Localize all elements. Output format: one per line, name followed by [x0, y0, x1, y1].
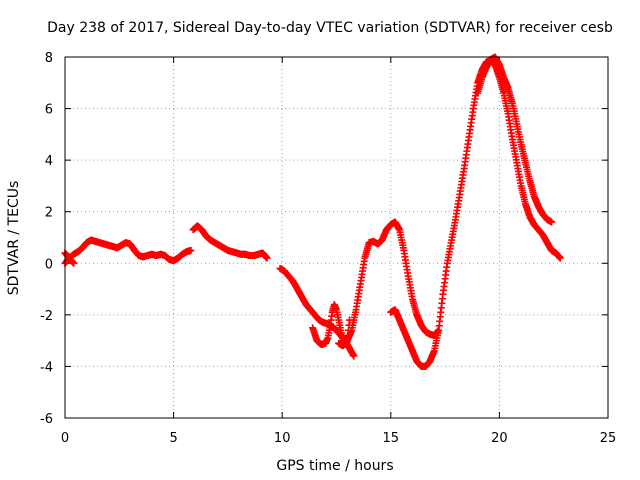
series-arc-7	[387, 56, 564, 370]
x-tick-label: 20	[491, 431, 508, 446]
data-point	[187, 246, 195, 254]
series-arc-2	[189, 222, 271, 262]
data-point	[70, 259, 78, 267]
data-point	[350, 352, 358, 360]
series-arc-6	[335, 218, 443, 350]
y-tick-label: -6	[40, 412, 53, 427]
data-point	[548, 218, 556, 226]
y-tick-label: 0	[45, 257, 53, 272]
axis-ticks	[64, 56, 609, 419]
y-tick-label: -2	[40, 309, 53, 324]
x-tick-label: 5	[169, 431, 177, 446]
data-points	[61, 53, 564, 370]
x-tick-label: 15	[383, 431, 400, 446]
y-tick-labels: -6 -4 -2 0 2 4 6 8	[40, 51, 53, 427]
chart-title: Day 238 of 2017, Sidereal Day-to-day VTE…	[47, 20, 613, 36]
x-tick-label: 0	[61, 431, 69, 446]
y-tick-label: 4	[45, 154, 53, 169]
plot-frame	[64, 56, 609, 419]
data-point	[263, 254, 271, 262]
series-arc-1	[61, 236, 195, 267]
x-tick-label: 25	[600, 431, 617, 446]
x-tick-labels: 0 5 10 15 20 25	[61, 431, 616, 446]
x-axis-title: GPS time / hours	[276, 458, 393, 474]
grid-lines	[65, 57, 608, 418]
y-tick-label: 8	[45, 51, 53, 66]
y-tick-label: -4	[40, 360, 53, 375]
x-tick-label: 10	[274, 431, 291, 446]
y-axis-title: SDTVAR / TECUs	[6, 181, 22, 296]
y-tick-label: 2	[45, 206, 53, 221]
y-tick-label: 6	[45, 103, 53, 118]
data-point	[556, 254, 564, 262]
